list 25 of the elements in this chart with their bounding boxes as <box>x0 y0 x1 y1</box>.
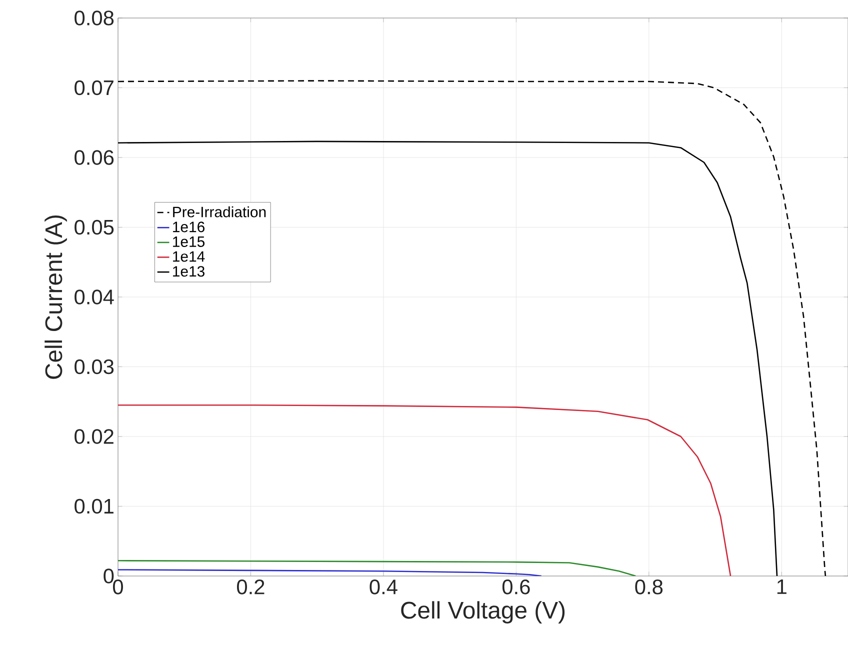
y-axis-title: Cell Current (A) <box>44 215 67 379</box>
line-series <box>118 569 542 576</box>
x-axis-title: Cell Voltage (V) <box>401 601 565 624</box>
x-tick-label: 0.8 <box>635 580 663 594</box>
line-series <box>118 140 778 576</box>
legend-label: 1e16 <box>173 222 204 232</box>
legend-label: 1e13 <box>173 266 204 277</box>
y-tick-label: 0.02 <box>74 429 114 444</box>
line-series <box>118 80 826 576</box>
y-tick-label: 0.05 <box>74 220 114 235</box>
x-tick-label: 1 <box>777 580 786 594</box>
y-tick-label: 0 <box>104 568 114 584</box>
y-tick-label: 0.07 <box>74 80 114 96</box>
legend-label: 1e14 <box>173 251 205 262</box>
line-series <box>118 404 732 576</box>
y-tick-label: 0.06 <box>74 150 114 165</box>
y-tick-label: 0.01 <box>74 498 114 514</box>
x-tick-label: 0.2 <box>237 580 264 594</box>
legend-label: 1e15 <box>173 236 205 247</box>
x-tick-label: 0.4 <box>370 580 398 594</box>
y-tick-label: 0.08 <box>74 10 114 26</box>
x-tick-label: 0.6 <box>502 580 530 594</box>
y-tick-label: 0.03 <box>74 359 114 374</box>
legend-label: Pre-Irradiation <box>173 206 266 218</box>
y-tick-label: 0.04 <box>74 290 114 304</box>
